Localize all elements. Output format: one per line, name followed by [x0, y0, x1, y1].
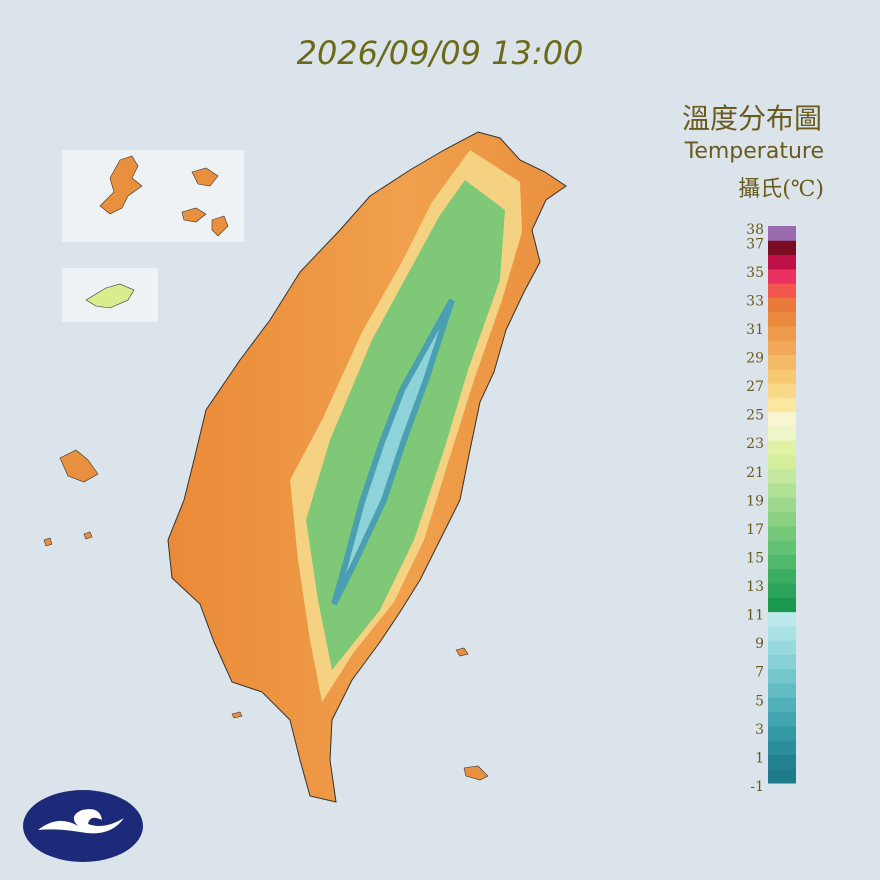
- tick-label: 15: [746, 550, 764, 566]
- island: [181, 167, 229, 237]
- color-step: [768, 411, 796, 427]
- color-step: [768, 397, 796, 413]
- color-step: [768, 754, 796, 770]
- tick-label: 25: [746, 408, 764, 424]
- color-step: [768, 768, 796, 784]
- tick-label: 33: [746, 293, 764, 309]
- color-step: [768, 625, 796, 641]
- color-step: [768, 740, 796, 755]
- tick-label: 35: [746, 265, 764, 281]
- tick-label: -1: [750, 779, 764, 795]
- color-step: [768, 540, 796, 555]
- color-step: [768, 511, 796, 527]
- high-peaks: [331, 298, 455, 606]
- color-step: [768, 640, 796, 655]
- color-step: [768, 325, 796, 341]
- tick-label: 29: [746, 351, 764, 367]
- color-step: [768, 383, 796, 398]
- color-step: [768, 240, 796, 256]
- color-step: [768, 711, 796, 727]
- color-step: [768, 297, 796, 313]
- tick-label: 5: [755, 693, 764, 709]
- tick-label: 11: [746, 608, 764, 624]
- tick-label: 37: [746, 236, 764, 252]
- legend-title: 溫度分布圖: [682, 102, 822, 135]
- tick-label: 19: [746, 493, 764, 509]
- tick-label: 23: [746, 436, 764, 452]
- tick-label: 31: [746, 322, 764, 338]
- tick-label: 1: [755, 750, 764, 766]
- color-step: [768, 311, 796, 327]
- color-step: [768, 525, 796, 541]
- island: [99, 155, 143, 215]
- color-step: [768, 683, 796, 698]
- color-step: [768, 254, 796, 270]
- legend-unit: 攝氏(℃): [738, 177, 824, 202]
- color-step: [768, 283, 796, 298]
- color-step: [768, 597, 796, 613]
- color-step: [768, 425, 796, 441]
- color-step: [768, 340, 796, 356]
- color-step: [768, 611, 796, 627]
- tick-label: 3: [755, 722, 764, 738]
- color-step: [768, 668, 796, 684]
- logo-mark: [38, 809, 124, 834]
- color-step: [768, 454, 796, 470]
- tick-label: 17: [746, 522, 764, 538]
- color-step: [768, 468, 796, 484]
- tick-label: 7: [755, 665, 764, 681]
- color-step: [768, 483, 796, 498]
- color-step: [768, 368, 796, 384]
- tick-label: 13: [746, 579, 764, 595]
- timestamp: 2026/09/09 13:00: [297, 34, 584, 72]
- island: [85, 283, 135, 309]
- color-step: [768, 725, 796, 741]
- tick-label: 27: [746, 379, 764, 395]
- color-step: [768, 226, 796, 241]
- legend-subtitle: Temperature: [684, 139, 824, 164]
- tick-label: 21: [746, 465, 764, 481]
- color-step: [768, 654, 796, 670]
- island: [231, 647, 489, 781]
- color-step: [768, 440, 796, 456]
- color-step: [768, 268, 796, 284]
- color-step: [768, 697, 796, 713]
- color-step: [768, 354, 796, 370]
- color-step: [768, 554, 796, 570]
- island: [43, 449, 99, 547]
- tick-label: 9: [755, 636, 764, 652]
- color-step: [768, 497, 796, 513]
- color-step: [768, 568, 796, 584]
- color-step: [768, 583, 796, 598]
- tick-label: 38: [746, 222, 764, 238]
